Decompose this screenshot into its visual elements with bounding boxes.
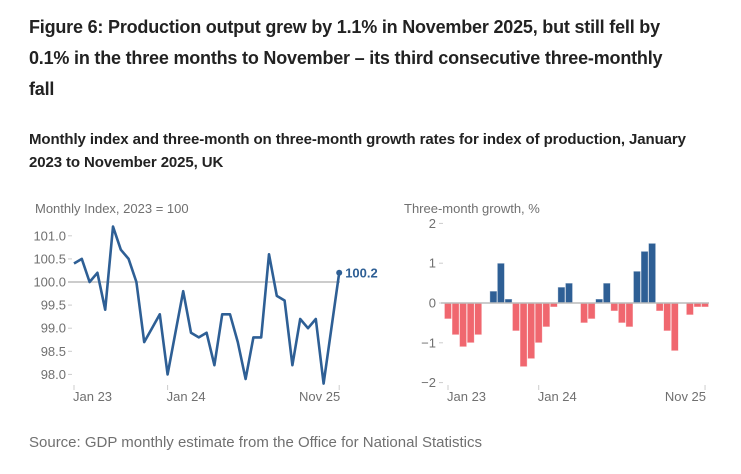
growth-bar bbox=[610, 302, 619, 312]
bar-chart-y-axis: −2 −1 0 1 2 bbox=[421, 216, 443, 390]
growth-bar bbox=[655, 302, 664, 312]
bar-chart-y-tick-label: −1 bbox=[421, 335, 436, 350]
growth-bar bbox=[443, 302, 452, 320]
growth-bar bbox=[617, 302, 626, 324]
bar-chart-x-axis: Jan 23 Jan 24 Nov 25 bbox=[447, 385, 706, 404]
line-chart-y-axis-title: Monthly Index, 2023 = 100 bbox=[35, 201, 189, 216]
bar-chart-x-tick-label: Nov 25 bbox=[665, 389, 706, 404]
line-chart-y-tick-label: 98.0 bbox=[41, 367, 66, 382]
line-chart-y-tick-label: 99.0 bbox=[41, 321, 66, 336]
source-note: Source: GDP monthly estimate from the Of… bbox=[29, 434, 482, 451]
figure-title: Figure 6: Production output grew by 1.1%… bbox=[29, 17, 663, 99]
growth-bar bbox=[519, 302, 528, 368]
growth-bar bbox=[459, 302, 468, 348]
line-chart-y-tick-label: 101.0 bbox=[33, 228, 66, 243]
growth-bar bbox=[542, 302, 551, 328]
growth-bar bbox=[648, 242, 657, 304]
growth-bar bbox=[633, 270, 642, 304]
growth-bar bbox=[527, 302, 536, 360]
growth-bar bbox=[602, 282, 611, 304]
growth-bar bbox=[580, 302, 589, 324]
growth-bar bbox=[640, 250, 649, 304]
latest-value-marker bbox=[336, 269, 343, 276]
growth-bar bbox=[474, 302, 483, 336]
growth-bar bbox=[451, 302, 460, 336]
latest-value-label: 100.2 bbox=[345, 265, 378, 280]
bar-chart-y-tick-label: 2 bbox=[429, 216, 436, 231]
bar-chart-y-axis-title: Three-month growth, % bbox=[404, 201, 540, 216]
growth-bar bbox=[557, 286, 566, 304]
growth-bar bbox=[670, 302, 679, 352]
growth-bar bbox=[587, 302, 596, 320]
line-chart-x-tick-label: Nov 25 bbox=[299, 389, 340, 404]
line-chart-y-axis: 98.0 98.5 99.0 99.5 100.0 100.5 101.0 bbox=[33, 228, 72, 382]
line-chart-x-tick-label: Jan 23 bbox=[73, 389, 112, 404]
growth-bars bbox=[443, 242, 710, 368]
bar-chart-y-tick-label: 0 bbox=[429, 296, 436, 311]
line-chart-y-tick-label: 100.0 bbox=[33, 275, 66, 290]
growth-bar bbox=[489, 290, 498, 304]
monthly-index-chart: Monthly Index, 2023 = 100 98.0 98.5 99.0 99… bbox=[33, 201, 377, 404]
bar-chart-x-tick-label: Jan 24 bbox=[538, 389, 577, 404]
line-chart-x-tick-label: Jan 24 bbox=[167, 389, 206, 404]
line-chart-y-tick-label: 98.5 bbox=[41, 344, 66, 359]
growth-bar bbox=[685, 302, 694, 316]
figure-subtitle: Monthly index and three-month on three-m… bbox=[29, 131, 686, 171]
line-chart-y-tick-label: 99.5 bbox=[41, 298, 66, 313]
line-chart-x-axis: Jan 23 Jan 24 Nov 25 bbox=[73, 385, 340, 404]
bar-chart-y-tick-label: −2 bbox=[421, 375, 436, 390]
monthly-index-line bbox=[73, 225, 341, 385]
growth-bar bbox=[534, 302, 543, 344]
growth-bar bbox=[496, 262, 505, 304]
growth-bar bbox=[663, 302, 672, 332]
charts-area: Monthly Index, 2023 = 100 98.0 98.5 99.0 99… bbox=[33, 201, 710, 404]
growth-bar bbox=[625, 302, 634, 328]
bar-chart-y-tick-label: 1 bbox=[429, 256, 436, 271]
growth-bar bbox=[512, 302, 521, 332]
growth-bar bbox=[466, 302, 475, 344]
growth-bar bbox=[565, 282, 574, 304]
bar-chart-x-tick-label: Jan 23 bbox=[447, 389, 486, 404]
line-chart-y-tick-label: 100.5 bbox=[33, 251, 66, 266]
